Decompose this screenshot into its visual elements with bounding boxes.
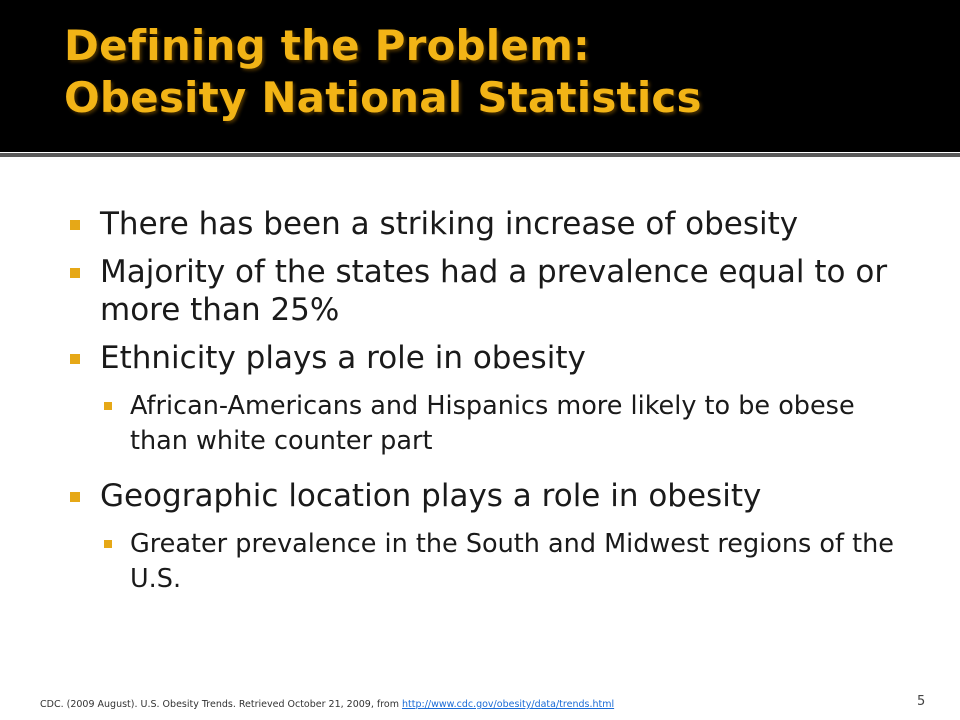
bullet-text: Geographic location plays a role in obes… — [100, 478, 762, 514]
page-number: 5 — [917, 694, 926, 709]
square-bullet-icon — [70, 220, 80, 230]
slide-title: Defining the Problem: Obesity National S… — [64, 20, 924, 124]
title-divider — [0, 153, 960, 157]
title-bar: Defining the Problem: Obesity National S… — [0, 0, 960, 152]
bullet-text: Ethnicity plays a role in obesity — [100, 340, 586, 376]
citation-link[interactable]: http://www.cdc.gov/obesity/data/trends.h… — [402, 699, 615, 710]
citation-text: CDC. (2009 August). U.S. Obesity Trends.… — [40, 699, 403, 710]
citation-footer: CDC. (2009 August). U.S. Obesity Trends.… — [40, 699, 614, 710]
bullet-item: There has been a striking increase of ob… — [66, 205, 896, 243]
sub-bullet-text: African-Americans and Hispanics more lik… — [130, 391, 855, 456]
slide-title-line-1: Defining the Problem: — [64, 21, 591, 70]
sub-bullet-item: Greater prevalence in the South and Midw… — [100, 527, 896, 597]
sub-bullet-item: African-Americans and Hispanics more lik… — [100, 389, 896, 459]
square-bullet-icon — [104, 540, 112, 548]
square-bullet-icon — [104, 402, 112, 410]
bullet-text: Majority of the states had a prevalence … — [100, 254, 888, 328]
slide-body: There has been a striking increase of ob… — [66, 205, 896, 615]
bullet-item: Majority of the states had a prevalence … — [66, 253, 896, 329]
square-bullet-icon — [70, 268, 80, 278]
square-bullet-icon — [70, 354, 80, 364]
bullet-text: There has been a striking increase of ob… — [100, 206, 799, 242]
slide-title-line-2: Obesity National Statistics — [64, 73, 702, 122]
bullet-item: Ethnicity plays a role in obesity — [66, 339, 896, 377]
sub-bullet-text: Greater prevalence in the South and Midw… — [130, 529, 894, 594]
bullet-item: Geographic location plays a role in obes… — [66, 477, 896, 515]
square-bullet-icon — [70, 492, 80, 502]
